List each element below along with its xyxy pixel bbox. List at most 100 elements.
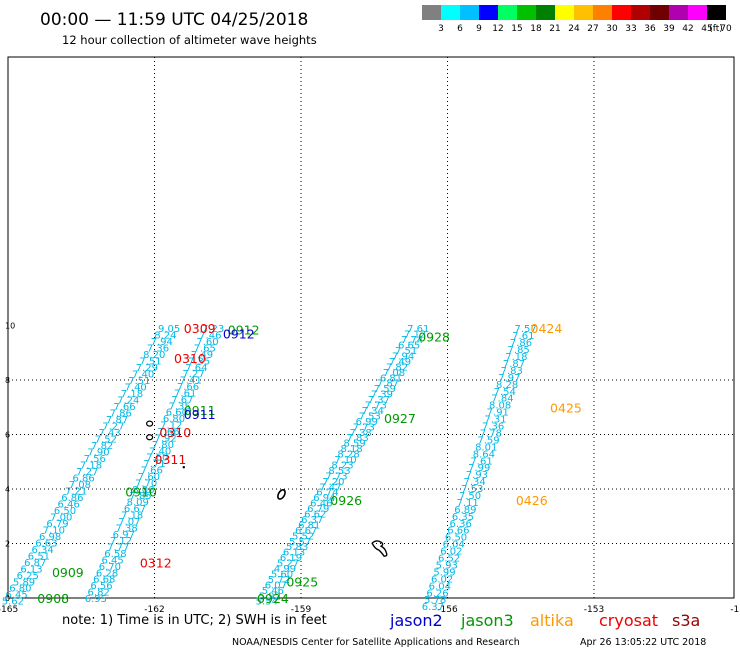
swh-value: 6.19 — [280, 553, 302, 564]
swh-value: 6.80 — [163, 414, 185, 425]
swh-value: 7.85 — [508, 345, 530, 356]
latitude-tick-label: 2 — [5, 540, 10, 549]
legend-swatch — [669, 5, 688, 20]
swh-value: 6.94 — [313, 493, 335, 504]
swh-value: 8.28 — [496, 380, 518, 391]
swh-value: 5.83 — [286, 542, 308, 553]
swh-value: 7.52 — [95, 435, 117, 446]
swh-value: 6.60 — [166, 408, 188, 419]
swh-value: 7.36 — [482, 422, 504, 433]
swh-value: 7.87 — [377, 379, 399, 390]
swh-value: 7.11 — [457, 498, 479, 509]
swh-value: 7.82 — [91, 441, 113, 452]
swh-value: 4.99 — [274, 564, 296, 575]
island-outline — [277, 489, 286, 500]
pass-time-label: 0426 — [516, 493, 548, 508]
swh-value: 8.06 — [132, 485, 154, 496]
swh-value: 7.94 — [151, 337, 173, 348]
legend-tick-label: 33 — [625, 24, 636, 34]
swh-value: 7.73 — [353, 422, 375, 433]
plot-frame — [7, 56, 735, 599]
pass-time-label: 0927 — [384, 411, 416, 426]
swh-value: 5.60 — [271, 569, 293, 580]
swh-value: 6.28 — [96, 568, 118, 579]
longitude-tick-label: -159 — [291, 605, 312, 615]
swh-value: 7.61 — [512, 331, 534, 342]
island-outlines — [146, 420, 388, 557]
legend-tick-label: 36 — [644, 24, 656, 34]
swh-value: 7.51 — [128, 376, 150, 387]
swh-value: 7.67 — [171, 395, 193, 406]
swh-value: 7.12 — [110, 536, 132, 547]
swh-value: 7.73 — [325, 471, 347, 482]
swh-value: 6.95 — [85, 594, 107, 605]
swh-value: 7.59 — [477, 435, 499, 446]
swh-value: 8.53 — [328, 466, 350, 477]
swh-value: 7.49 — [191, 350, 213, 361]
swh-value: 7.60 — [196, 337, 218, 348]
swh-value: 7.24 — [117, 396, 139, 407]
swh-value: 5.72 — [268, 575, 290, 586]
legend-unit-label: (ft) — [709, 24, 723, 34]
pass-time-label: 0928 — [418, 329, 450, 344]
swh-value: 7.66 — [157, 427, 179, 438]
swh-value: 7.74 — [401, 335, 423, 346]
swh-value: 7.10 — [43, 525, 65, 536]
track-jason_mid: 7.617.127.746.657.517.947.497.827.086.81… — [256, 324, 430, 607]
swh-value: 6.81 — [298, 520, 320, 531]
swh-value: 6.51 — [28, 551, 50, 562]
swh-value: 5.52 — [292, 531, 314, 542]
swh-value: 7.56 — [84, 454, 106, 465]
swh-value: 7.71 — [143, 459, 165, 470]
swh-value: 7.84 — [491, 394, 513, 405]
pass-time-label: 0309 — [184, 321, 216, 336]
swh-value: 7.12 — [404, 330, 426, 341]
swh-value: 5.78 — [424, 595, 446, 606]
swh-value: 7.59 — [374, 384, 396, 395]
pass-time-label: 0310 — [174, 351, 206, 366]
swh-value: 6.37 — [301, 515, 323, 526]
swh-value: 7.47 — [319, 482, 341, 493]
swh-value: 8.59 — [343, 439, 365, 450]
swh-value: 5.27 — [277, 559, 299, 570]
swh-value: 7.93 — [466, 470, 488, 481]
pass-time-label: 0912 — [223, 327, 255, 342]
swh-value: 6.02 — [440, 547, 462, 558]
swh-value: 6.13 — [20, 564, 42, 575]
swh-value: 7.27 — [182, 369, 204, 380]
swh-value: 7.83 — [347, 433, 369, 444]
swh-value: 7.53 — [359, 411, 381, 422]
swh-value: 7.92 — [155, 433, 177, 444]
legend-swatch — [593, 5, 612, 20]
swh-value: 6.36 — [450, 519, 472, 530]
swh-value: 6.02 — [431, 574, 453, 585]
legend-tick-label: 24 — [568, 24, 580, 34]
swh-value: 6.79 — [307, 504, 329, 515]
latitude-tick-label: 10 — [5, 322, 15, 331]
swh-value: 7.97 — [498, 373, 520, 384]
legend-swatch — [460, 5, 479, 20]
island-outline — [146, 434, 154, 441]
swh-value: 7.35 — [168, 401, 190, 412]
swh-value: 7.80 — [152, 440, 174, 451]
satellite-legend-jason2: jason2 — [389, 611, 443, 630]
swh-value: 7.83 — [501, 366, 523, 377]
swh-value: 7.18 — [505, 352, 527, 363]
swh-value: 7.10 — [334, 455, 356, 466]
swh-value: 6.70 — [99, 562, 121, 573]
latitude-tick-label: 0 — [5, 594, 10, 603]
swh-value: 8.08 — [489, 401, 511, 412]
swh-value: 7.41 — [180, 376, 202, 387]
longitude-tick-label: -153 — [584, 605, 604, 615]
track-cryosat_west: 9.058.247.947.368.207.517.297.407.517.40… — [2, 324, 181, 607]
track-altika_east: 7.577.617.867.857.187.877.837.978.287.54… — [422, 324, 537, 613]
pass-time-label: 0424 — [531, 321, 563, 336]
swh-value: 7.61 — [174, 388, 196, 399]
legend-swatch — [707, 5, 726, 20]
swh-value: 6.74 — [316, 488, 338, 499]
swh-value: 7.99 — [468, 463, 490, 474]
pass-time-label: 0909 — [52, 565, 84, 580]
pass-time-label: 0910 — [125, 485, 157, 500]
track-jason_west: 7.237.467.607.657.497.357.647.277.417.66… — [85, 324, 224, 605]
swh-value: 6.81 — [380, 373, 402, 384]
